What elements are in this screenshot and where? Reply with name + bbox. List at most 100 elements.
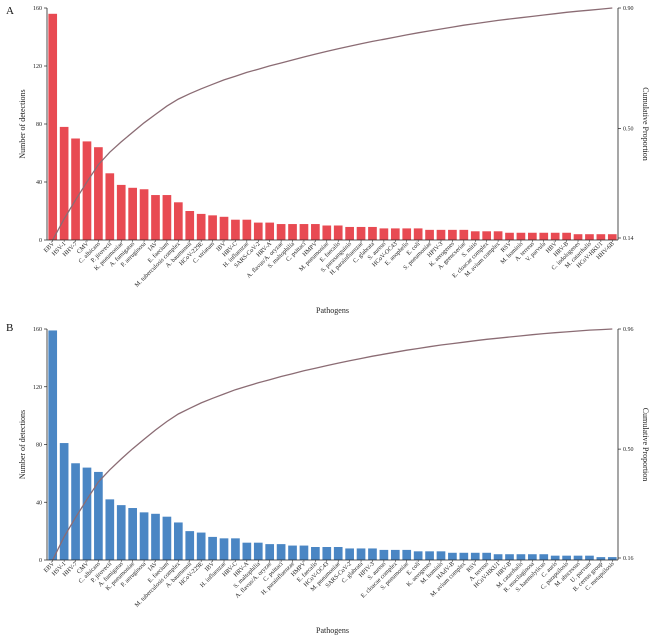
bar: [151, 513, 160, 560]
bar: [253, 222, 263, 240]
bar: [71, 463, 80, 560]
y-tick-label: 120: [33, 385, 42, 391]
bar: [196, 532, 206, 560]
bar: [516, 554, 526, 560]
bar: [173, 202, 183, 240]
bar: [573, 234, 583, 240]
bar: [276, 224, 286, 240]
x-axis-title: Pathogens: [316, 626, 349, 635]
bar: [539, 232, 549, 240]
bar: [470, 552, 480, 560]
bar: [368, 548, 377, 560]
bar: [185, 531, 195, 560]
bar: [493, 554, 503, 560]
bar: [425, 229, 434, 240]
bar: [322, 225, 332, 240]
bar: [390, 549, 400, 560]
y-tick-label: 80: [36, 122, 42, 128]
panel-label: B: [6, 322, 13, 334]
panel-B: B040801201600.160.500.96EBVHSV-1HHV-7CMV…: [6, 322, 650, 635]
bar: [105, 499, 115, 560]
panel-label: A: [6, 5, 14, 17]
bar: [356, 226, 366, 240]
bar: [379, 549, 389, 560]
y-tick-label: 160: [33, 327, 42, 333]
bar: [413, 228, 423, 240]
bar: [402, 228, 412, 240]
bar: [607, 557, 617, 560]
y-tick-label: 40: [36, 500, 42, 506]
bar: [482, 552, 492, 560]
bar: [59, 443, 69, 560]
y-axis-title: Number of detections: [18, 89, 27, 158]
bar: [219, 216, 229, 240]
bar: [185, 211, 195, 240]
y-tick-label: 0: [39, 558, 42, 564]
bar: [94, 471, 103, 560]
bar: [311, 224, 320, 240]
bar: [139, 512, 149, 560]
bar: [528, 554, 537, 560]
bar: [528, 232, 537, 240]
bar: [448, 552, 457, 560]
bar: [151, 195, 160, 240]
bar: [585, 234, 594, 240]
bar: [128, 187, 137, 240]
bar: [208, 536, 217, 560]
cumulative-line: [52, 7, 613, 241]
bar: [265, 222, 275, 240]
bar: [116, 184, 126, 240]
bar: [299, 545, 309, 560]
bar: [48, 330, 58, 560]
bar: [425, 551, 434, 560]
bar: [173, 522, 183, 560]
bar: [162, 516, 172, 560]
bar: [379, 228, 389, 240]
bar: [562, 232, 571, 240]
bar: [231, 219, 240, 240]
bar: [573, 555, 583, 560]
bar: [208, 215, 217, 240]
bar: [550, 232, 560, 240]
bar: [390, 228, 400, 240]
y2-tick-label: 0.16: [623, 556, 634, 562]
x-axis-title: Pathogens: [316, 306, 349, 315]
y2-axis-title: Cumulative Proportion: [641, 87, 650, 161]
y-axis-title: Number of detections: [18, 410, 27, 479]
bar: [242, 219, 252, 240]
bar: [71, 138, 80, 240]
bar: [231, 538, 240, 560]
bar: [253, 542, 263, 560]
bar: [116, 505, 126, 560]
bar: [448, 229, 457, 240]
panel-A: A040801201600.140.500.90EBVHSV-1HHV-7CMV…: [6, 5, 650, 315]
bar: [596, 557, 606, 560]
y-tick-label: 80: [36, 443, 42, 449]
bar: [402, 549, 412, 560]
bar: [470, 231, 480, 240]
bar: [356, 548, 366, 560]
bar: [333, 547, 343, 560]
bar: [585, 555, 594, 560]
y2-tick-label: 0.50: [623, 127, 634, 133]
bar: [276, 544, 286, 560]
bar: [196, 213, 206, 240]
bar: [413, 551, 423, 560]
bar: [345, 548, 354, 560]
bar: [265, 544, 275, 560]
bar: [459, 552, 469, 560]
bar: [333, 225, 343, 240]
bar: [219, 538, 229, 560]
bar: [139, 189, 149, 240]
bar: [368, 226, 377, 240]
y-tick-label: 160: [33, 6, 42, 12]
bar: [59, 126, 69, 240]
bar: [105, 173, 115, 240]
y2-tick-label: 0.90: [623, 6, 634, 12]
bar: [493, 231, 503, 240]
bar: [82, 141, 92, 240]
bar: [516, 232, 526, 240]
bar: [299, 224, 309, 240]
bar: [288, 545, 297, 560]
y2-tick-label: 0.50: [623, 447, 634, 453]
